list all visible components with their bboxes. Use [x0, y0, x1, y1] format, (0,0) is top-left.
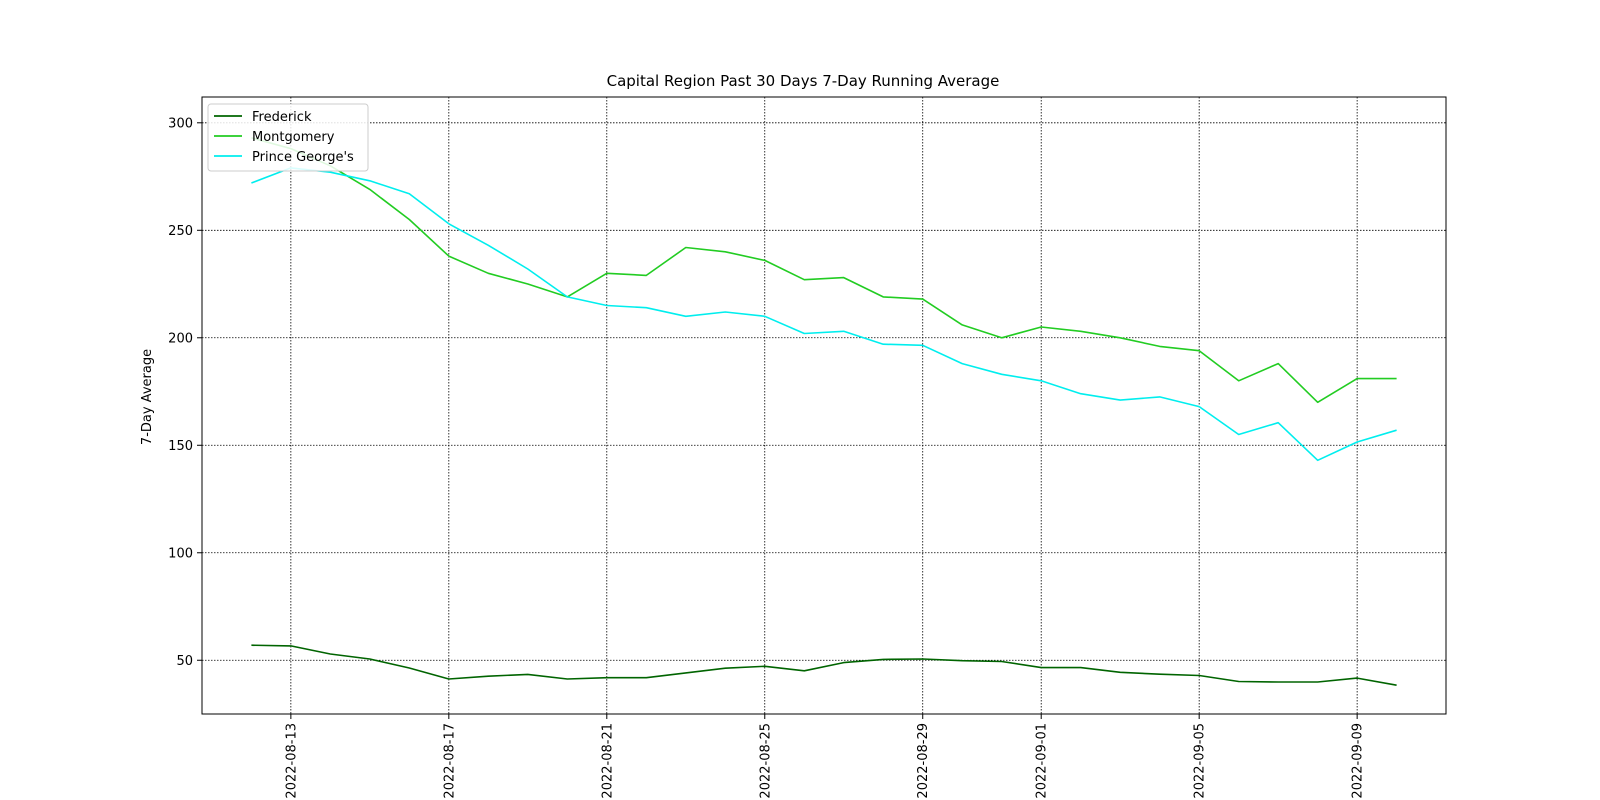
legend-entry: Prince George's — [252, 150, 354, 165]
y-tick-label: 250 — [168, 224, 193, 239]
legend: Frederick Montgomery Prince George's — [207, 103, 369, 172]
series-line-montgomery — [251, 137, 1397, 404]
y-axis-label: 7-Day Average — [140, 349, 155, 445]
x-tick-label: 2022-09-05 — [1193, 723, 1208, 799]
x-axis: 2022-08-13 2022-08-17 2022-08-21 2022-08-25… — [284, 714, 1366, 799]
x-tick-label: 2022-08-17 — [442, 723, 457, 799]
series-line-frederick — [251, 644, 1397, 686]
chart-title: Capital Region Past 30 Days 7-Day Runnin… — [607, 72, 1000, 90]
series-line-prince-george-s — [251, 167, 1397, 462]
y-tick-label: 100 — [168, 546, 193, 561]
y-tick-label: 200 — [168, 331, 193, 346]
y-tick-label: 150 — [168, 439, 193, 454]
x-tick-label: 2022-08-13 — [284, 723, 299, 799]
legend-entry: Frederick — [252, 110, 312, 125]
y-tick-label: 50 — [176, 654, 193, 669]
legend-box — [207, 103, 369, 172]
y-tick-label: 300 — [168, 116, 193, 131]
x-tick-label: 2022-08-25 — [758, 723, 773, 799]
y-axis: 50 100 150 200 250 300 — [168, 116, 202, 669]
x-tick-label: 2022-09-09 — [1351, 723, 1366, 799]
x-tick-label: 2022-08-29 — [916, 723, 931, 799]
x-tick-label: 2022-09-01 — [1035, 723, 1050, 799]
series-layer — [251, 137, 1397, 686]
plot-frame — [201, 96, 1447, 715]
x-tick-label: 2022-08-21 — [600, 723, 615, 799]
grid-lines — [202, 97, 1446, 714]
legend-entry: Montgomery — [252, 130, 335, 145]
